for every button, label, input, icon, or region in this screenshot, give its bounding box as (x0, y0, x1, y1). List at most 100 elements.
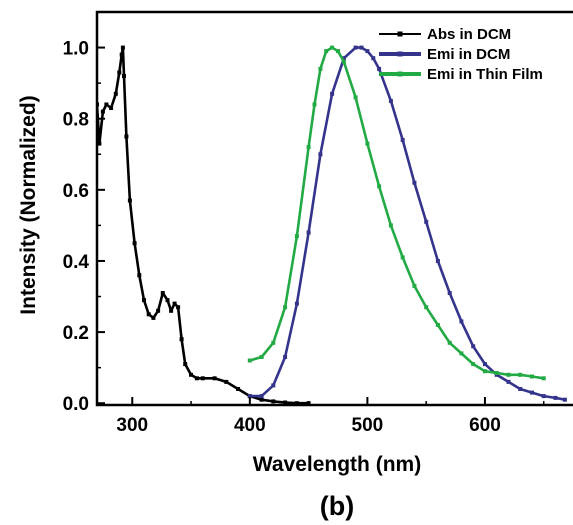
data-point (294, 301, 299, 306)
y-tick-label: 0.6 (63, 181, 89, 202)
data-point (506, 379, 511, 384)
legend-label: Abs in DCM (427, 26, 511, 43)
data-point (189, 372, 193, 377)
y-axis-title: Intensity (Normalized) (17, 95, 40, 314)
data-point (97, 141, 102, 146)
y-tick-label: 0.2 (63, 323, 89, 344)
series-line-2 (249, 46, 544, 380)
series-2 (247, 45, 546, 381)
data-point (341, 59, 346, 64)
legend-item-2: Emi in Thin Film (379, 66, 543, 83)
legend-item-0: Abs in DCM (379, 26, 511, 43)
data-point (259, 355, 264, 359)
x-tick-label: 400 (234, 415, 266, 436)
data-point (324, 49, 329, 54)
data-point (412, 180, 417, 185)
x-tick-label: 500 (352, 415, 384, 436)
legend-marker (397, 31, 403, 37)
legend: Abs in DCM Emi in DCM Emi in Thin Film (379, 26, 543, 83)
data-point (169, 308, 174, 313)
data-point (330, 91, 335, 96)
data-point (113, 91, 118, 96)
data-point (247, 358, 252, 363)
data-point (506, 372, 511, 377)
legend-marker (397, 71, 403, 77)
data-point (124, 134, 129, 139)
data-point (447, 340, 452, 345)
data-point (137, 273, 142, 278)
data-point (236, 387, 241, 391)
data-point (271, 399, 276, 404)
data-point (530, 390, 534, 395)
y-tick-label: 0.8 (63, 110, 89, 131)
data-point (377, 184, 382, 189)
data-point (412, 283, 417, 288)
data-point (194, 376, 199, 381)
data-point (365, 141, 370, 146)
data-point (283, 355, 288, 359)
data-point (120, 45, 125, 50)
data-point (109, 106, 114, 110)
data-point (160, 291, 165, 295)
data-point (179, 337, 184, 342)
data-point (212, 376, 217, 381)
data-point (132, 241, 137, 246)
data-point (306, 230, 311, 235)
data-point (541, 376, 546, 381)
data-point (388, 98, 393, 103)
data-point (459, 319, 464, 324)
figure-caption: (b) (320, 491, 354, 521)
data-point (259, 397, 264, 402)
data-point (530, 374, 534, 379)
data-point (365, 49, 370, 54)
legend-label: Emi in DCM (427, 46, 510, 63)
x-tick-label: 600 (469, 415, 501, 436)
y-tick-label: 1.0 (63, 39, 89, 60)
data-point (318, 66, 323, 71)
data-point (122, 74, 126, 78)
data-point (283, 400, 288, 405)
data-point (172, 301, 177, 306)
data-point (336, 49, 340, 54)
data-point (271, 383, 276, 388)
data-point (483, 362, 487, 367)
series-line-1 (249, 46, 566, 401)
data-point (176, 305, 181, 310)
data-point (541, 394, 546, 399)
data-point (494, 371, 499, 375)
data-point (151, 315, 156, 320)
data-point (119, 52, 124, 57)
legend-item-1: Emi in DCM (379, 46, 510, 63)
data-point (306, 145, 311, 150)
data-point (312, 102, 317, 107)
data-point (142, 298, 146, 303)
data-point (553, 395, 558, 400)
data-point (100, 109, 105, 114)
data-point (447, 291, 452, 295)
legend-label: Emi in Thin Film (427, 66, 543, 83)
data-point (459, 351, 464, 356)
data-point (330, 45, 335, 50)
data-point (156, 308, 161, 313)
series-layer (97, 45, 567, 405)
data-point (341, 56, 346, 61)
x-axis-title: Wavelength (nm) (253, 453, 421, 476)
ticks-layer: 300 400 500 600 0.0 0.2 0.4 0.6 0.8 1.0 (63, 39, 545, 436)
data-point (518, 372, 523, 377)
y-tick-label: 0.0 (63, 394, 89, 415)
legend-marker (397, 51, 403, 57)
data-point (424, 219, 429, 224)
y-tick-label: 0.4 (63, 252, 90, 273)
data-point (165, 298, 170, 303)
data-point (224, 379, 229, 384)
data-point (377, 66, 382, 71)
data-point (424, 305, 429, 310)
data-point (247, 394, 252, 399)
series-1 (247, 45, 567, 402)
data-point (127, 198, 132, 203)
data-point (435, 259, 440, 263)
data-point (294, 401, 299, 405)
data-point (400, 255, 405, 260)
series-0 (97, 45, 311, 405)
